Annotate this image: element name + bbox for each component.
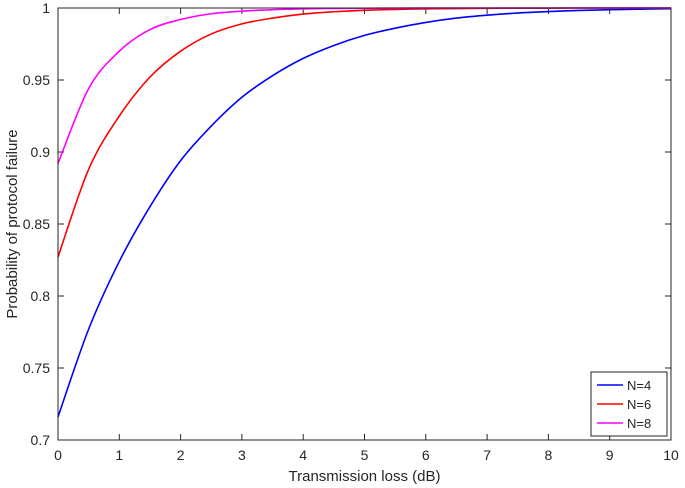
x-tick-label: 6	[422, 447, 430, 463]
y-tick-label: 1	[42, 0, 50, 16]
plot-frame	[57, 7, 672, 441]
y-tick-label: 0.95	[23, 72, 50, 88]
x-tick-label: 1	[115, 447, 123, 463]
plot-area	[58, 8, 671, 440]
y-tick-label: 0.85	[23, 216, 50, 232]
x-tick-label: 0	[54, 447, 62, 463]
y-tick-label: 0.8	[31, 288, 51, 304]
x-tick-label: 8	[545, 447, 553, 463]
y-tick-label: 0.9	[31, 144, 51, 160]
x-tick-label: 2	[177, 447, 185, 463]
x-tick-label: 3	[238, 447, 246, 463]
legend: N=4 N=6 N=8	[590, 371, 668, 437]
y-axis-label: Probability of protocol failure	[4, 129, 21, 318]
legend-entry-label: N=6	[627, 397, 651, 412]
x-tick-label: 5	[361, 447, 369, 463]
tick-layer: 0 1 2 3 4 5 6 7 8 9 10 0.7 0.75 0.8 0.85 0.9 0.95 1	[23, 0, 679, 463]
y-tick-label: 0.7	[31, 432, 51, 448]
x-tick-label: 10	[663, 447, 679, 463]
legend-entry-label: N=4	[627, 378, 651, 393]
y-tick-label: 0.75	[23, 360, 50, 376]
x-tick-label: 4	[299, 447, 307, 463]
legend-entry-label: N=8	[627, 416, 651, 431]
series-line-n-4	[57, 7, 672, 418]
x-axis-label: Transmission loss (dB)	[289, 468, 441, 485]
x-tick-label: 9	[606, 447, 614, 463]
x-tick-label: 7	[483, 447, 491, 463]
